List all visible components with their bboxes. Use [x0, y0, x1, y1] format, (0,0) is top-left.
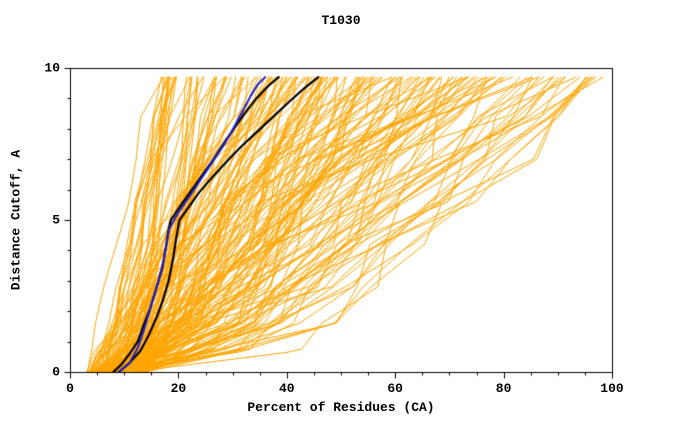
y-tick-label: 5 [52, 212, 60, 228]
x-tick-label: 80 [495, 381, 512, 396]
x-tick-label: 40 [278, 381, 295, 396]
chart-title: T1030 [321, 13, 361, 28]
y-axis-label: Distance Cutoff, A [8, 149, 24, 291]
x-tick-label: 20 [170, 381, 187, 396]
x-tick-label: 100 [600, 381, 624, 396]
y-tick-label: 10 [44, 60, 60, 76]
x-tick-label: 60 [387, 381, 403, 396]
x-axis-label: Percent of Residues (CA) [247, 400, 435, 415]
y-tick-label: 0 [52, 364, 60, 380]
x-tick-label: 0 [66, 381, 74, 396]
